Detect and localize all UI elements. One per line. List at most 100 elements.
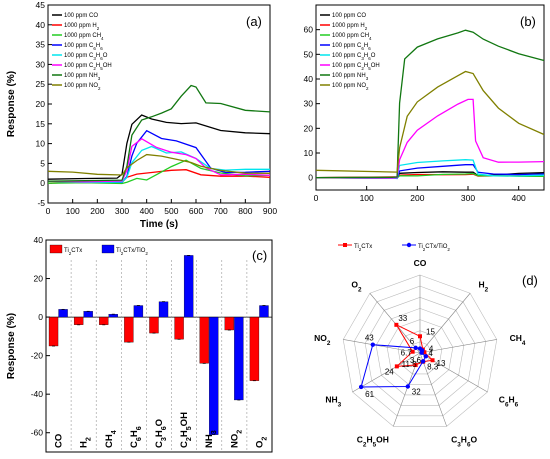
legend-entry-part: 4 <box>369 36 372 41</box>
y-tick-label: 50 <box>304 49 314 59</box>
x-tick-label: 200 <box>410 193 424 203</box>
legend-entry-part: 100 <box>64 13 75 19</box>
radar-axis <box>419 339 497 354</box>
legend-swatch <box>49 244 63 254</box>
legend-entry: 100 ppm CO <box>332 13 366 19</box>
radar-axis-label-part: C <box>499 395 505 405</box>
radar-axis-label-part: 4 <box>522 340 526 347</box>
category-label-part: 3 <box>160 437 168 441</box>
category-label-part: 6 <box>160 426 168 430</box>
radar-ring <box>353 285 487 417</box>
y-tick-label: 0 <box>38 312 43 322</box>
series-line <box>47 114 271 180</box>
legend-entry: Ti2CTx <box>64 248 82 256</box>
legend-entry-part: 2 <box>359 247 362 252</box>
legend-entry-part: Ti <box>116 248 121 254</box>
panel-b-label: (b) <box>520 14 536 29</box>
radar-axis-label-part: C <box>451 435 457 445</box>
legend-entry-part: ppm H <box>345 23 364 29</box>
radar-marker <box>418 334 422 339</box>
legend-entry-part: 100 <box>332 53 343 59</box>
y-tick-label: 0 <box>308 173 313 183</box>
legend-entry-part: ppm C <box>74 63 94 69</box>
legend-entry-part: CTx/TiO <box>425 244 447 250</box>
legend-entry: 100 ppm NH3 <box>332 73 369 81</box>
radar-value-label: 6.7 <box>401 349 413 358</box>
category-label: NH3 <box>204 430 218 448</box>
legend-entry-part: 2 <box>365 26 368 31</box>
category-label: C3H6O <box>154 419 168 448</box>
y-tick-label: 25 <box>36 79 46 89</box>
series-line <box>47 153 271 176</box>
legend-swatch <box>101 244 115 254</box>
legend-entry-part: 2 <box>366 86 369 91</box>
y-tick-label: 0 <box>40 178 45 188</box>
bar <box>199 316 209 364</box>
radar-axis-label: C2H5OH <box>357 435 389 449</box>
legend-entry-part: 3 <box>93 56 96 61</box>
category-label: NO2 <box>229 430 243 448</box>
radar-axis-label-part: 3 <box>338 401 342 408</box>
bar <box>158 301 169 318</box>
legend-entry-part: ppm CH <box>77 33 101 39</box>
x-tick-label: 100 <box>66 206 80 216</box>
radar-axis-label-part: H <box>478 279 484 289</box>
radar-ring <box>342 274 498 427</box>
x-tick-label: 0 <box>314 193 319 203</box>
panel-c-frame <box>45 239 273 453</box>
legend-entry: 1000 ppm CH4 <box>64 33 104 41</box>
x-tick-label: 300 <box>461 193 475 203</box>
category-label: CH4 <box>104 430 118 448</box>
legend-entry-part: ppm CH <box>345 33 369 39</box>
legend-entry-part: ppm CO <box>342 13 366 19</box>
bar <box>133 305 144 318</box>
y-tick-label: 35 <box>36 40 46 50</box>
category-label-part: 2 <box>185 437 193 441</box>
legend-marker <box>343 243 347 247</box>
y-tick-label: 30 <box>304 99 314 109</box>
legend-entry: 100 ppm C2H5OH <box>64 63 112 71</box>
legend-entry-part: 100 <box>332 73 343 79</box>
bar <box>174 316 184 340</box>
radar-axis-label-part: 3 <box>457 441 461 448</box>
radar-axis-label-part: 6 <box>467 441 471 448</box>
radar-axis-label-part: 6 <box>505 401 509 408</box>
radar-value-label: 24 <box>385 367 394 376</box>
bar <box>224 316 234 331</box>
legend-entry: 1000 ppm H2 <box>64 23 100 31</box>
category-label-part: C <box>129 441 140 448</box>
radar-axis-label-part: C <box>357 435 363 445</box>
radar-ring <box>364 296 476 406</box>
category-label-part: 2 <box>235 430 243 434</box>
bar <box>73 316 84 325</box>
radar-value-label: 4 <box>429 345 434 354</box>
radar-axis-label-part: 2 <box>327 340 331 347</box>
radar-axis-label-part: 5 <box>373 441 377 448</box>
x-tick-label: 900 <box>263 206 277 216</box>
radar-axis-label-part: H <box>366 435 372 445</box>
radar-marker <box>413 345 418 351</box>
y-tick-label: 40 <box>34 235 44 245</box>
legend-entry-part: 100 <box>64 73 75 79</box>
series-line <box>47 145 270 184</box>
category-label-part: NH <box>204 434 215 448</box>
radar-marker <box>430 358 435 363</box>
y-tick-label: 40 <box>304 74 314 84</box>
radar-value-label: 61 <box>365 390 374 399</box>
legend-entry-part: 100 <box>64 43 75 49</box>
radar-axis <box>419 352 488 393</box>
y-tick-label: -20 <box>31 351 44 361</box>
legend-entry-part: 6 <box>100 46 103 51</box>
legend-entry-part: CTx <box>71 248 82 254</box>
radar-marker <box>410 349 415 354</box>
legend-entry-part: 2 <box>447 247 450 252</box>
radar-marker <box>394 364 399 369</box>
radar-value-label: 32 <box>412 388 421 397</box>
legend-entry: 100 ppm C6H6 <box>332 43 371 51</box>
category-label: O2 <box>254 437 268 448</box>
category-label-part: H <box>79 441 90 448</box>
legend-entry-part: 6 <box>100 56 103 61</box>
legend-entry: Ti2CTx <box>354 244 372 252</box>
